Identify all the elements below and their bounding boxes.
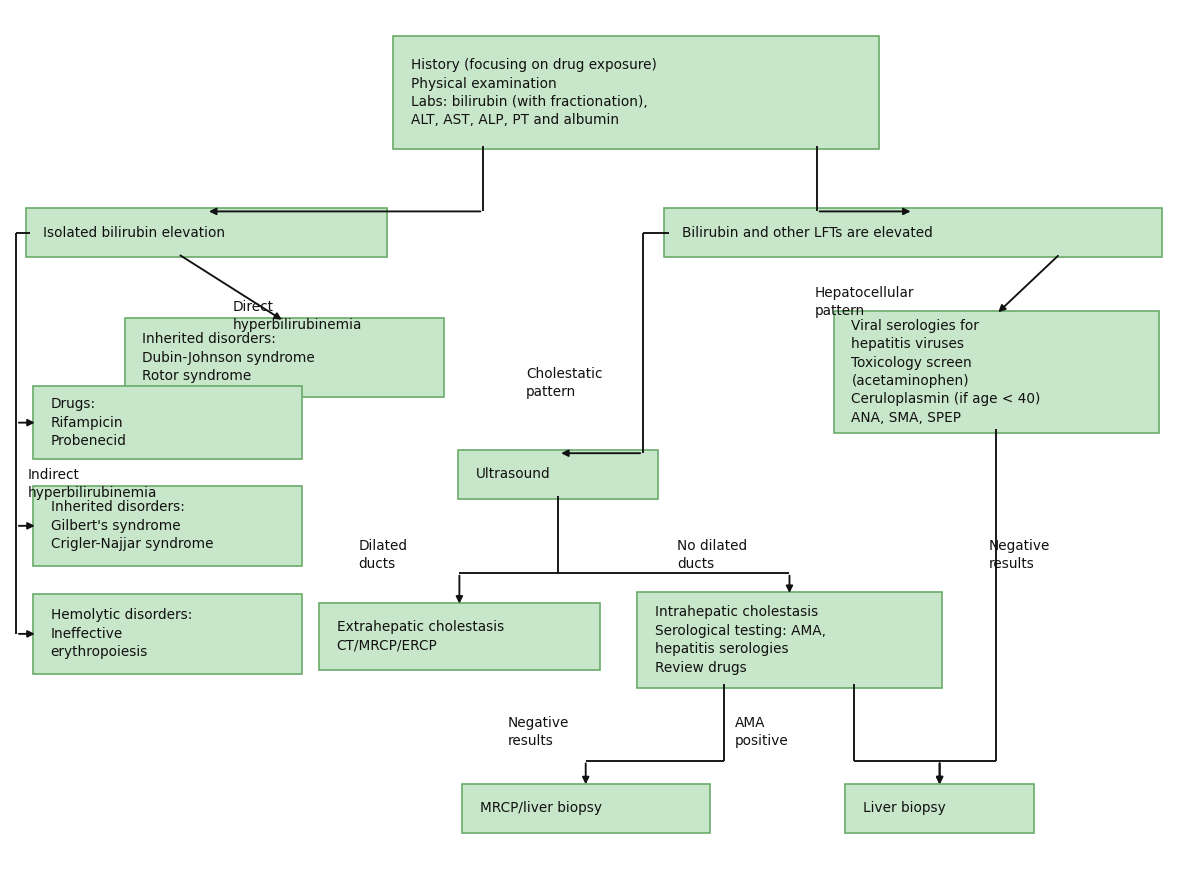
- Text: Liver biopsy: Liver biopsy: [863, 801, 946, 815]
- Text: History (focusing on drug exposure)
Physical examination
Labs: bilirubin (with f: History (focusing on drug exposure) Phys…: [410, 58, 656, 127]
- FancyBboxPatch shape: [392, 36, 878, 149]
- Text: Inherited disorders:
Gilbert's syndrome
Crigler-Najjar syndrome: Inherited disorders: Gilbert's syndrome …: [50, 501, 214, 552]
- Text: Cholestatic
pattern: Cholestatic pattern: [526, 367, 602, 400]
- FancyBboxPatch shape: [462, 783, 709, 833]
- FancyBboxPatch shape: [32, 594, 302, 674]
- Text: MRCP/liver biopsy: MRCP/liver biopsy: [480, 801, 601, 815]
- FancyBboxPatch shape: [834, 310, 1159, 433]
- Text: AMA
positive: AMA positive: [736, 716, 788, 748]
- Text: Bilirubin and other LFTs are elevated: Bilirubin and other LFTs are elevated: [683, 225, 932, 240]
- FancyBboxPatch shape: [319, 603, 600, 670]
- Text: Drugs:
Rifampicin
Probenecid: Drugs: Rifampicin Probenecid: [50, 397, 126, 448]
- FancyBboxPatch shape: [458, 450, 659, 499]
- Text: Indirect
hyperbilirubinemia: Indirect hyperbilirubinemia: [28, 468, 157, 501]
- FancyBboxPatch shape: [32, 486, 302, 566]
- Text: Inherited disorders:
Dubin-Johnson syndrome
Rotor syndrome: Inherited disorders: Dubin-Johnson syndr…: [143, 333, 316, 383]
- Text: Negative
results: Negative results: [508, 716, 569, 748]
- Text: No dilated
ducts: No dilated ducts: [677, 539, 748, 571]
- Text: Hepatocellular
pattern: Hepatocellular pattern: [815, 285, 914, 318]
- FancyBboxPatch shape: [665, 208, 1163, 257]
- Text: Ultrasound: Ultrasound: [476, 468, 551, 482]
- Text: Direct
hyperbilirubinemia: Direct hyperbilirubinemia: [233, 299, 362, 333]
- Text: Intrahepatic cholestasis
Serological testing: AMA,
hepatitis serologies
Review d: Intrahepatic cholestasis Serological tes…: [655, 605, 826, 675]
- FancyBboxPatch shape: [32, 386, 302, 460]
- Text: Negative
results: Negative results: [989, 539, 1050, 571]
- FancyBboxPatch shape: [125, 317, 444, 398]
- FancyBboxPatch shape: [846, 783, 1033, 833]
- Text: Extrahepatic cholestasis
CT/MRCP/ERCP: Extrahepatic cholestasis CT/MRCP/ERCP: [337, 620, 504, 653]
- FancyBboxPatch shape: [637, 592, 942, 687]
- Text: Isolated bilirubin elevation: Isolated bilirubin elevation: [43, 225, 226, 240]
- FancyBboxPatch shape: [25, 208, 386, 257]
- Text: Dilated
ducts: Dilated ducts: [359, 539, 408, 571]
- Text: Viral serologies for
hepatitis viruses
Toxicology screen
(acetaminophen)
Cerulop: Viral serologies for hepatitis viruses T…: [852, 319, 1040, 425]
- Text: Hemolytic disorders:
Ineffective
erythropoiesis: Hemolytic disorders: Ineffective erythro…: [50, 609, 192, 659]
